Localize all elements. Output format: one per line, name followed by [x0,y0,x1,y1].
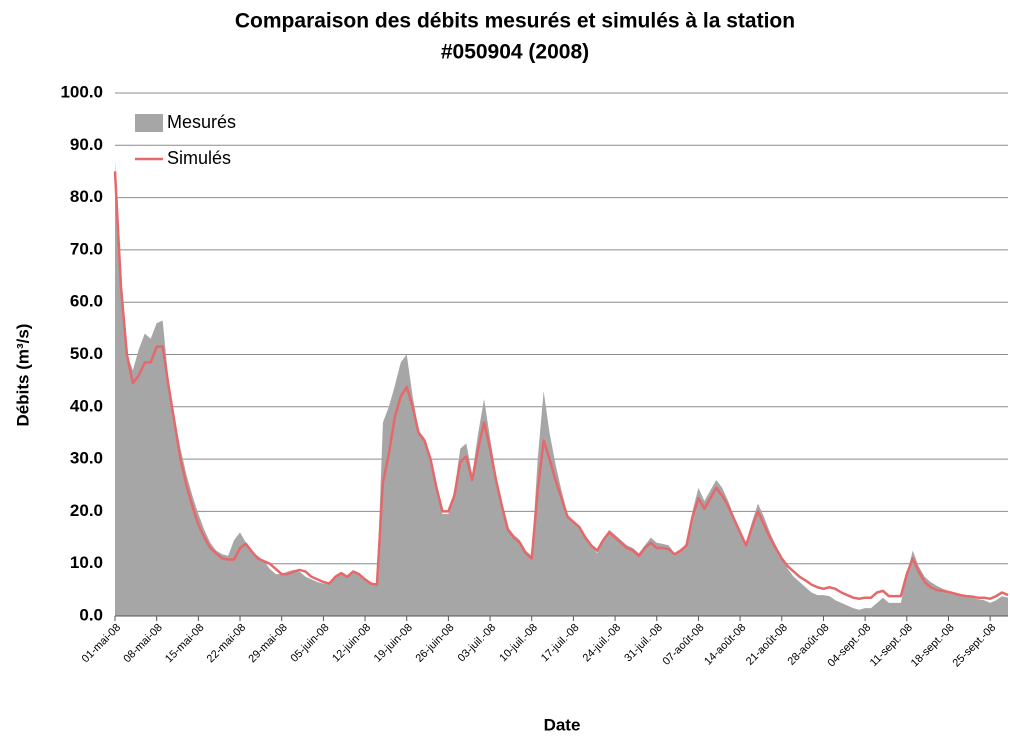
x-tick-label: 22-mai-08 [205,622,249,666]
y-tick-label: 50.0 [70,344,103,363]
x-tick-label: 01-mai-08 [80,622,124,666]
y-tick-label: 40.0 [70,396,103,415]
x-tick-label: 24-juil.-08 [581,622,624,665]
y-tick-label: 10.0 [70,553,103,572]
x-tick-label: 21-août-08 [744,622,790,668]
y-tick-label: 90.0 [70,135,103,154]
chart-title: #050904 (2008) [441,41,589,64]
x-tick-label: 19-juin-08 [372,622,415,665]
x-tick-label: 03-juil.-08 [456,622,499,665]
line [113,171,1009,600]
x-tick-label: 14-août-08 [702,622,748,668]
x-tick-label: 17-juil.-08 [539,622,582,665]
x-tick-label: 04-sept.-08 [825,622,873,670]
x-tick-label: 11-sept.-08 [868,622,915,669]
y-tick-label: 20.0 [70,501,103,520]
x-tick-label: 12-juin-08 [330,622,373,665]
y-tick-label: 60.0 [70,292,103,311]
y-tick-label: 0.0 [79,605,103,624]
x-axis-label: Date [544,715,581,734]
x-tick-label: 31-juil.-08 [622,622,665,665]
y-tick-label: 100.0 [60,82,103,101]
x-tick-label: 08-mai-08 [121,622,165,666]
legend-label: Mesurés [167,112,236,132]
chart-title: Comparaison des débits mesurés et simulé… [235,10,795,33]
x-tick-label: 07-août-08 [660,622,706,668]
legend-label: Simulés [167,148,231,168]
y-tick-label: 30.0 [70,449,103,468]
x-tick-label: 26-juin-08 [413,622,456,665]
x-tick-label: 18-sept.-08 [909,622,957,670]
x-tick-label: 10-juil.-08 [497,622,540,665]
y-tick-label: 70.0 [70,239,103,258]
x-tick-label: 29-mai-08 [246,622,290,666]
x-tick-label: 25-sept.-08 [950,622,998,670]
y-axis-label: Débits (m³/s) [13,324,32,427]
x-tick-label: 05-juin-08 [288,622,331,665]
x-tick-label: 15-mai-08 [163,622,207,666]
y-tick-label: 80.0 [70,187,103,206]
legend-swatch [135,114,163,132]
